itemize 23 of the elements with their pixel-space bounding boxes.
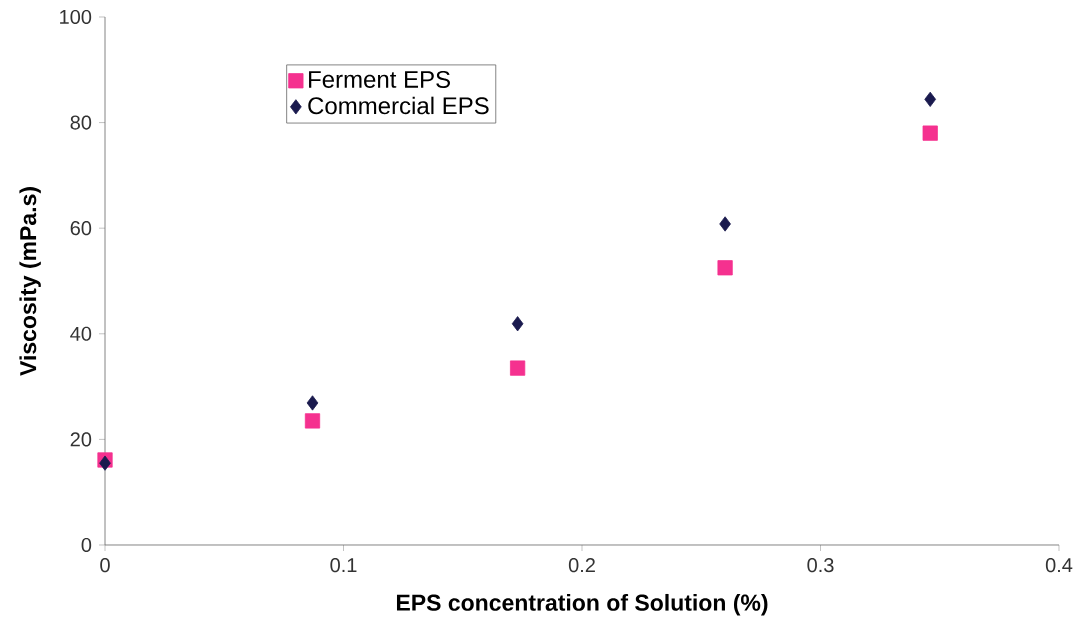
legend-label: Ferment EPS xyxy=(309,70,450,88)
y-tick-label: 60 xyxy=(70,221,92,236)
point xyxy=(510,360,526,376)
x-tick-label: 0.2 xyxy=(568,558,595,573)
x-tick-label: 0.4 xyxy=(1045,558,1073,573)
point xyxy=(922,125,938,141)
y-tick-label: 20 xyxy=(70,432,92,447)
point xyxy=(719,216,731,232)
y-tick-label: 0 xyxy=(81,537,92,553)
y-tick-label: 80 xyxy=(70,115,92,130)
legend-label: Commercial EPS xyxy=(308,96,489,115)
point xyxy=(304,413,321,429)
x-tick-label: 0.1 xyxy=(330,558,357,573)
y-tick-label: 100 xyxy=(60,9,92,25)
point xyxy=(717,260,733,276)
point xyxy=(306,395,319,411)
point xyxy=(924,91,937,107)
x-tick-label: 0.3 xyxy=(807,558,834,573)
point xyxy=(511,316,524,332)
y-tick-label: 40 xyxy=(70,326,92,341)
x-axis-title: EPS concentration of Solution (%) xyxy=(396,593,768,616)
y-axis-title: Viscosity (mPa.s) xyxy=(19,187,41,376)
x-tick-label: 0 xyxy=(100,558,110,573)
